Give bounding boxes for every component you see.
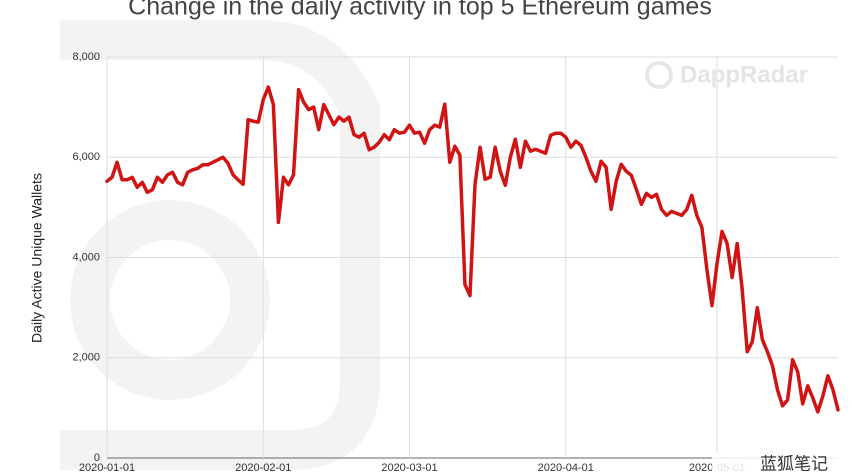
plot xyxy=(105,85,840,414)
grid: 0 2,000 4,000 6,000 8,000 2020-01-01 2020-02-0… xyxy=(72,51,838,474)
watermark: DappRadar xyxy=(645,61,808,89)
corner-watermark-text: 蓝狐笔记 xyxy=(760,454,828,473)
y-tick-label: 2,000 xyxy=(72,352,100,364)
line xyxy=(105,85,840,414)
x-tick-label: 2020-01-01 xyxy=(79,462,135,474)
watermark-text: DappRadar xyxy=(680,61,808,88)
x-tick-label: 2020-04-01 xyxy=(538,462,594,474)
y-tick-label: 6,000 xyxy=(72,151,100,163)
x-tick-label: 2020-03-01 xyxy=(381,462,437,474)
y-tick-label: 0 xyxy=(94,452,100,464)
watermark-icon xyxy=(645,61,673,89)
y-tick-label: 8,000 xyxy=(72,51,100,63)
logo-circle xyxy=(70,200,270,400)
logo-shape xyxy=(60,19,380,470)
corner-watermark: 蓝狐笔记 xyxy=(712,452,865,475)
background-logo xyxy=(60,19,380,470)
y-tick-label: 4,000 xyxy=(72,251,100,263)
x-tick-label: 2020-02-01 xyxy=(235,462,291,474)
chart-title: Change in the daily activity in top 5 Et… xyxy=(128,0,712,21)
y-axis-label: Daily Active Unique Wallets xyxy=(29,173,45,343)
corner-watermark-bg xyxy=(712,452,865,475)
